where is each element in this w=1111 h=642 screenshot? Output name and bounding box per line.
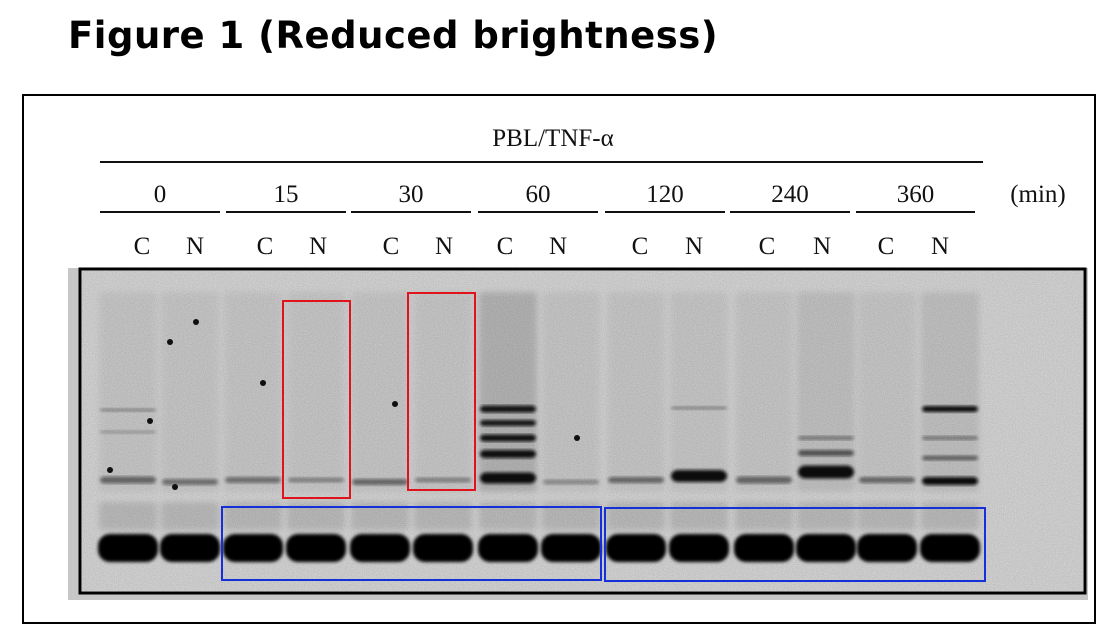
fraction-label: N — [931, 233, 949, 260]
fraction-label: C — [497, 233, 514, 260]
red-highlight-box — [407, 292, 476, 491]
timepoint-label: 0 — [154, 181, 167, 208]
fraction-label: C — [878, 233, 895, 260]
timepoint-label: 15 — [274, 181, 299, 208]
fraction-label: C — [257, 233, 274, 260]
blue-highlight-box — [221, 506, 602, 581]
fraction-label: N — [685, 233, 703, 260]
highlight-boxes — [221, 292, 986, 582]
fraction-label: N — [435, 233, 453, 260]
fraction-label: C — [759, 233, 776, 260]
fraction-label: N — [549, 233, 567, 260]
unit-label: (min) — [1010, 181, 1066, 208]
figure-title: Figure 1 (Reduced brightness) — [68, 14, 719, 57]
gel-grain — [82, 271, 1083, 591]
timepoint-label: 120 — [646, 181, 684, 208]
timepoint-label: 360 — [897, 181, 935, 208]
treatment-label: PBL/TNF-α — [492, 125, 613, 152]
fraction-label: N — [309, 233, 327, 260]
red-highlight-box — [282, 300, 351, 499]
fraction-label: N — [186, 233, 204, 260]
fraction-label: C — [383, 233, 400, 260]
fraction-label: C — [632, 233, 649, 260]
fraction-label: N — [813, 233, 831, 260]
timepoint-headers: 0 15 30 60 120 240 360 — [100, 181, 975, 213]
fraction-label: C — [134, 233, 151, 260]
timepoint-label: 60 — [526, 181, 551, 208]
timepoint-label: 30 — [399, 181, 424, 208]
timepoint-label: 240 — [771, 181, 809, 208]
blue-highlight-box — [604, 507, 986, 582]
